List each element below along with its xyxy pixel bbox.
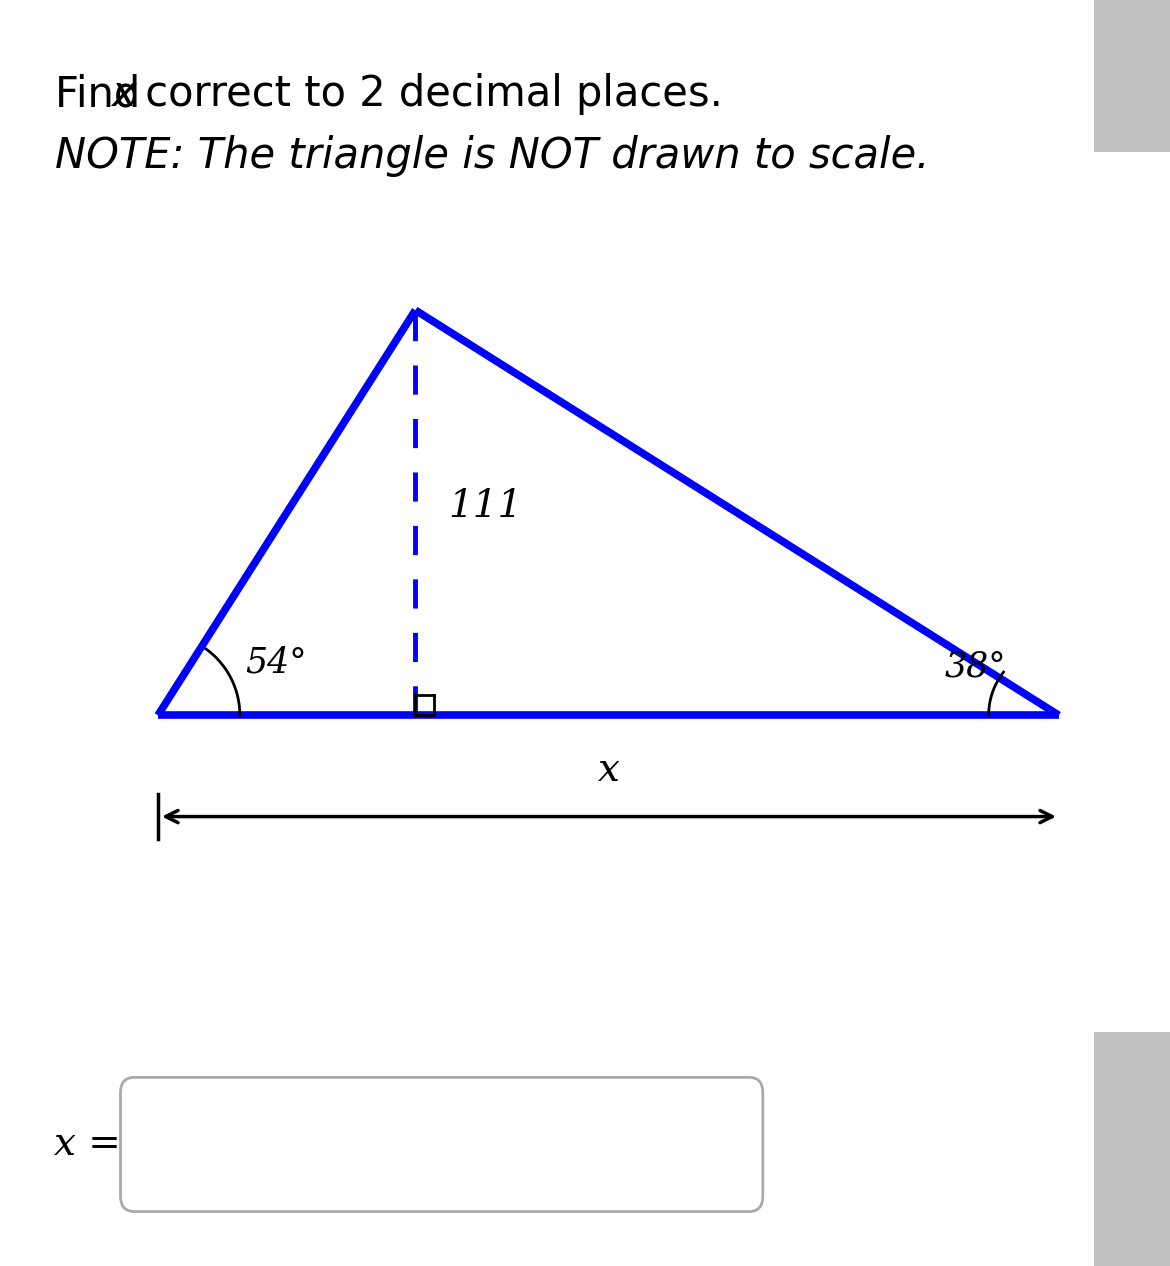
Text: Find: Find: [55, 73, 153, 115]
Bar: [1094, 1032, 1170, 1266]
Bar: [1094, 0, 1170, 152]
Text: 38°: 38°: [944, 649, 1006, 684]
Text: x: x: [598, 752, 619, 789]
Text: 54°: 54°: [246, 646, 308, 680]
Text: NOTE: The triangle is NOT drawn to scale.: NOTE: The triangle is NOT drawn to scale…: [55, 135, 929, 177]
FancyBboxPatch shape: [121, 1077, 763, 1212]
Text: 111: 111: [448, 487, 522, 525]
Text: x: x: [111, 73, 136, 115]
Text: x =: x =: [54, 1125, 121, 1163]
Text: correct to 2 decimal places.: correct to 2 decimal places.: [132, 73, 723, 115]
